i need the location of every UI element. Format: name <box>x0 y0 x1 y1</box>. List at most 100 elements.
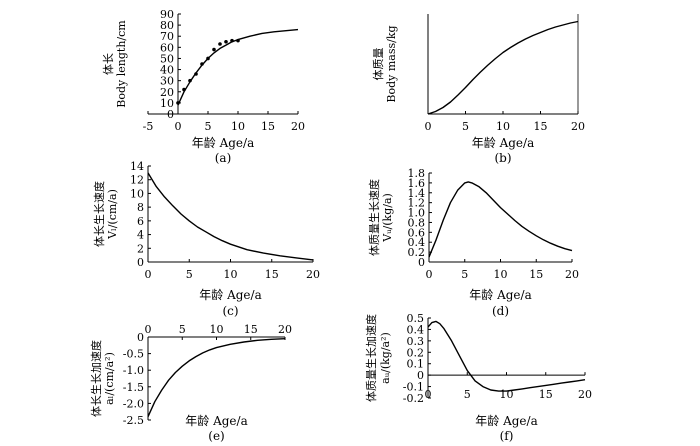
x-tick-label: 20 <box>571 120 585 133</box>
data-point <box>176 101 180 105</box>
x-tick-label: 5 <box>461 268 468 281</box>
y-axis-label-cn: 体长 <box>101 53 115 75</box>
y-tick-label: 0.2 <box>407 346 425 359</box>
y-axis-label-cn: 体长生长加速度 <box>89 340 103 417</box>
x-tick-label: 15 <box>529 268 543 281</box>
x-axis-label: 年龄 Age/a <box>469 288 531 302</box>
y-tick-label: 2 <box>137 242 144 255</box>
chart-caption: (b) <box>494 151 511 165</box>
y-tick-label: -0.1 <box>403 381 424 394</box>
y-tick-label: 12 <box>130 174 144 187</box>
chart-b: 0 5 10 15 20 体质量 Body mass/kg 年龄 Age/a(b) <box>371 14 585 165</box>
y-tick-label: -1.5 <box>123 381 144 394</box>
x-tick-label: 5 <box>179 323 186 336</box>
x-tick-label: 5 <box>186 268 193 281</box>
y-tick-label: 60 <box>160 41 174 54</box>
y-tick-label: 0.2 <box>408 246 426 259</box>
y-tick-label: 0 <box>417 369 424 382</box>
y-axis-label-en: Vₗ/(cm/a) <box>106 189 119 240</box>
y-tick-label: 0 <box>418 256 425 269</box>
x-tick-label: 0 <box>425 388 432 401</box>
y-tick-label: -0.2 <box>403 392 424 405</box>
x-axis-label: 年龄 Age/a <box>472 136 534 150</box>
y-tick-label: 6 <box>137 215 144 228</box>
x-tick-label: 5 <box>464 388 471 401</box>
data-point <box>230 38 234 43</box>
series-line-fitted <box>427 20 579 115</box>
x-tick-label: 5 <box>205 120 212 133</box>
y-tick-label: 0 <box>137 256 144 269</box>
x-axis-label: 年龄 Age/a <box>192 136 254 150</box>
x-tick-label: 20 <box>565 268 579 281</box>
x-axis-label: 年龄 Age/a <box>475 414 537 428</box>
data-point <box>188 78 192 83</box>
x-tick-label: 15 <box>534 120 548 133</box>
y-axis-label-cn: 体质量生长加速度 <box>364 314 378 402</box>
y-tick-label: 1.4 <box>408 187 426 200</box>
x-tick-label: 20 <box>578 388 592 401</box>
chart-caption: (c) <box>222 304 238 318</box>
y-tick-label: 10 <box>130 187 144 200</box>
data-point <box>212 47 216 52</box>
x-tick-label: 10 <box>494 268 508 281</box>
y-tick-label: 1.8 <box>408 167 426 180</box>
y-tick-label: -2.0 <box>123 397 144 410</box>
x-tick-label: 10 <box>496 120 510 133</box>
y-tick-label: -2.5 <box>123 414 144 427</box>
y-tick-label: 0.8 <box>408 216 426 229</box>
x-tick-label: 15 <box>539 388 553 401</box>
x-tick-label: 0 <box>175 120 182 133</box>
data-point <box>194 72 198 76</box>
data-point <box>182 87 186 92</box>
y-tick-label: 0.3 <box>407 335 425 348</box>
y-tick-label: 70 <box>160 30 174 43</box>
data-point <box>218 42 222 46</box>
x-tick-label: 0 <box>145 268 152 281</box>
y-tick-label: 0.4 <box>407 323 425 336</box>
x-tick-label: 0 <box>145 323 152 336</box>
x-tick-label: 10 <box>231 120 245 133</box>
chart-caption: (a) <box>215 151 232 165</box>
data-point <box>224 39 228 44</box>
chart-caption: (d) <box>492 304 509 318</box>
y-axis-label-en: Body mass/kg <box>385 25 398 102</box>
y-tick-label: 8 <box>137 201 144 214</box>
chart-d: 0 5 10 15 20 00.20.40.60.81.01.21.41.61.8 体质量生… <box>367 167 579 318</box>
y-tick-label: 0 <box>137 331 144 344</box>
chart-caption: (e) <box>208 429 224 443</box>
y-axis-label-en: Vᵤ/(kg/a) <box>381 193 394 243</box>
y-tick-label: 1.6 <box>408 177 426 190</box>
data-point <box>200 62 204 66</box>
x-axis-label: 年龄 Age/a <box>199 288 261 302</box>
data-point <box>236 38 240 43</box>
x-tick-label: 15 <box>244 323 258 336</box>
y-tick-label: 0.5 <box>407 312 425 325</box>
y-tick-label: 40 <box>160 64 174 77</box>
y-axis-label-cn: 体长生长速度 <box>92 181 106 247</box>
x-tick-label: 15 <box>261 120 275 133</box>
series-line-aw <box>427 320 586 392</box>
y-tick-label: 0 <box>167 108 174 121</box>
y-tick-label: 50 <box>160 52 174 65</box>
y-tick-label: -0.5 <box>123 348 144 361</box>
y-tick-label: 20 <box>160 86 174 99</box>
data-point <box>206 56 210 61</box>
y-tick-label: 30 <box>160 75 174 88</box>
x-tick-label: -5 <box>143 120 154 133</box>
series-line-al <box>147 338 286 417</box>
y-axis-label-en: Body length/cm <box>115 20 128 108</box>
x-tick-label: 5 <box>462 120 469 133</box>
series-line-Vl <box>147 172 314 261</box>
y-tick-label: 0.4 <box>408 236 426 249</box>
y-tick-label: 14 <box>130 160 144 173</box>
x-tick-label: 20 <box>291 120 305 133</box>
x-tick-label: 0 <box>425 120 432 133</box>
y-tick-label: 1.2 <box>408 197 426 210</box>
y-axis-label-cn: 体质量生长速度 <box>367 179 381 256</box>
chart-f: 0 5 10 15 200.50.40.30.20.10-0.1-0.2体质量生长加速度… <box>364 312 592 443</box>
y-axis-label-en: aᵤ/(kg/a²) <box>379 332 392 384</box>
